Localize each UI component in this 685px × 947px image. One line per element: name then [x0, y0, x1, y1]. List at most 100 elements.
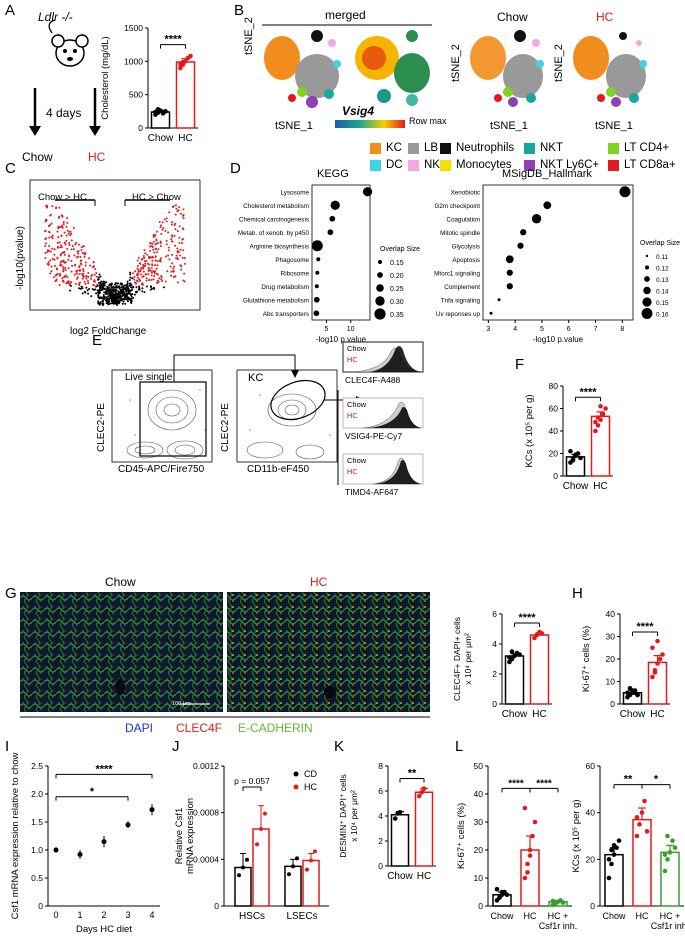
volcano-point: [68, 255, 71, 258]
significance-label: *: [654, 774, 659, 786]
volcano-point: [56, 267, 59, 270]
volcano-point: [113, 289, 116, 292]
y-tick-label: 40: [549, 426, 559, 436]
data-point: [611, 852, 617, 857]
volcano-point: [69, 234, 72, 237]
volcano-point: [138, 279, 141, 282]
bar: [252, 828, 270, 907]
volcano-point: [151, 255, 154, 258]
volcano-point: [67, 267, 70, 270]
legend-label: CD: [304, 769, 317, 779]
volcano-point: [168, 258, 171, 261]
y-axis-label: Csf1 mRNA expression relative to chow: [10, 752, 21, 919]
volcano-point: [100, 288, 103, 291]
data-point: [616, 838, 622, 843]
volcano-point: [125, 283, 128, 286]
hist3-hc: HC: [347, 467, 358, 476]
data-point: [295, 856, 299, 861]
y-axis-label: DESMIN⁺ DAPI⁺ cells: [338, 774, 348, 858]
volcano-point: [141, 287, 144, 290]
volcano-point: [158, 220, 161, 223]
volcano-point: [126, 296, 129, 299]
volcano-point: [84, 291, 87, 294]
volcano-point: [147, 262, 150, 265]
x-tick-label: 4: [513, 326, 517, 333]
hist1-hc: HC: [347, 355, 358, 364]
hist3-chow: Chow: [347, 456, 367, 465]
hist3-marker: TIMD4-AF647: [345, 487, 399, 497]
volcano-point: [179, 248, 182, 251]
volcano-point: [44, 230, 47, 233]
volcano-point: [84, 261, 87, 264]
legend-lb: LB: [408, 142, 438, 154]
volcano-point: [181, 256, 184, 259]
size-legend-dot: [376, 284, 384, 292]
term-dot: [619, 186, 631, 198]
volcano-point: [44, 238, 47, 241]
chart-h-ki67: 0 10 20 30 40 Chow HC Ki-67⁺ cells (%) ****: [581, 609, 670, 720]
volcano-point: [95, 285, 98, 288]
volcano-point: [183, 272, 186, 275]
x-tick-label: LSECs: [286, 911, 317, 922]
volcano-point: [169, 265, 172, 268]
volcano-point: [118, 286, 121, 289]
volcano-point: [176, 258, 179, 261]
volcano-point: [63, 250, 66, 253]
volcano-point: [142, 275, 145, 278]
volcano-point: [154, 247, 157, 250]
volcano-point: [107, 286, 110, 289]
volcano-point: [137, 270, 140, 273]
volcano-point: [144, 252, 147, 255]
volcano-point: [178, 254, 181, 257]
size-legend-label: 0.12: [656, 266, 669, 273]
volcano-point: [77, 250, 80, 253]
data-point: [539, 631, 545, 636]
volcano-point: [55, 206, 58, 209]
x-tick-label: 6: [567, 326, 571, 333]
volcano-point: [86, 289, 89, 292]
volcano-point: [122, 285, 125, 288]
volcano-point: [145, 277, 148, 280]
bar: [284, 865, 302, 907]
data-point: [532, 819, 538, 825]
volcano-point: [106, 292, 109, 295]
volcano-point: [69, 230, 72, 233]
tsne2-axis-merged: tSNE_2: [243, 17, 255, 55]
volcano-point: [113, 283, 116, 286]
term-label: Uv reponses up: [436, 311, 481, 318]
volcano-point: [116, 303, 119, 306]
volcano-point: [154, 259, 157, 262]
size-legend-dot: [641, 308, 653, 319]
kegg-size-legend: 0.15 0.20 0.25 0.30 0.35: [374, 260, 404, 320]
volcano-point: [181, 227, 184, 230]
x-tick-label: 3: [125, 910, 130, 920]
volcano-point: [110, 292, 113, 295]
volcano-point: [106, 288, 109, 291]
volcano-point: [69, 284, 72, 287]
volcano-point: [170, 274, 173, 277]
y-axis-label: Cholesterol (mg/dL): [100, 36, 111, 119]
x-tick-label: HSCs: [239, 911, 265, 922]
term-label: Xenobiotic: [451, 189, 480, 196]
volcano-point: [63, 275, 66, 278]
volcano-point: [118, 285, 121, 288]
y-axis-label: KCs (x 10⁵ per g): [524, 394, 535, 467]
legend-nkt: NKT: [524, 142, 563, 154]
volcano-point: [170, 238, 173, 241]
data-point: [416, 793, 422, 799]
volcano-point: [173, 223, 176, 226]
term-label: Mitotic spindle: [440, 230, 480, 237]
chart-g-clec4f: 0 2 4 6 Chow HC CLEC4F+ DAPI+ cells x 10⁴ per μ…: [452, 609, 552, 720]
volcano-point: [65, 234, 68, 237]
bar: [390, 814, 410, 867]
volcano-point: [126, 298, 129, 301]
x-tick-label: HC: [417, 871, 431, 882]
volcano-point: [160, 257, 163, 260]
volcano-point: [47, 260, 50, 263]
volcano-point: [181, 242, 184, 245]
volcano-point: [83, 280, 86, 283]
chart-j-csf1-cells: 0 0.0004 0.0008 0.0012 HSCs LSECs p = 0.057 CD H…: [174, 761, 329, 922]
volcano-point: [109, 295, 112, 298]
volcano-point: [182, 208, 185, 211]
data-point: [517, 652, 522, 657]
